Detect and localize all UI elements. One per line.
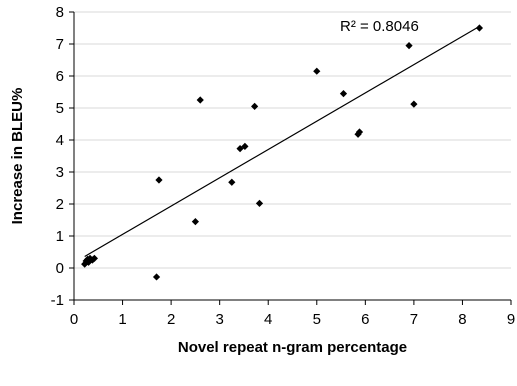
data-point — [241, 142, 249, 150]
data-point — [228, 178, 236, 186]
data-point — [405, 42, 413, 50]
data-point — [155, 176, 163, 184]
data-point — [339, 90, 348, 98]
y-tick-label: 4 — [56, 132, 64, 149]
trendline — [84, 25, 480, 257]
data-point — [84, 258, 93, 266]
y-tick-label: 8 — [56, 4, 64, 21]
y-tick-label: 6 — [56, 68, 64, 85]
data-point — [86, 254, 94, 262]
x-tick-label: 4 — [264, 311, 272, 328]
tick-labels: -1 0 1 2 3 4 5 6 7 8 0 1 2 3 4 5 6 7 8 9 — [51, 4, 516, 328]
y-axis-title: Increase in BLEU% — [9, 88, 26, 225]
data-point — [355, 128, 364, 136]
y-tick-label: 5 — [56, 100, 64, 117]
data-point — [313, 67, 321, 75]
x-tick-label: 6 — [361, 311, 369, 328]
x-tick-label: 1 — [118, 311, 126, 328]
y-tick-label: 0 — [56, 260, 64, 277]
x-tick-label: 0 — [70, 311, 78, 328]
data-point — [354, 130, 362, 138]
y-tick-label: 3 — [56, 164, 64, 181]
gridlines — [74, 11, 511, 301]
data-point — [191, 218, 199, 226]
trendline-group — [84, 25, 480, 257]
x-tick-label: 9 — [507, 311, 515, 328]
data-point — [475, 24, 484, 32]
data-point — [152, 273, 161, 281]
x-tick-label: 7 — [410, 311, 418, 328]
data-point — [196, 96, 204, 104]
x-tick-label: 8 — [458, 311, 466, 328]
data-point — [255, 199, 264, 207]
data-point — [410, 100, 418, 108]
data-points — [81, 24, 484, 281]
x-tick-label: 2 — [167, 311, 175, 328]
y-tick-label: 2 — [56, 196, 64, 213]
data-point — [81, 260, 89, 268]
x-axis-title: Novel repeat n-gram percentage — [178, 339, 407, 356]
r-squared-annotation: R² = 0.8046 — [340, 18, 419, 35]
axes — [69, 11, 512, 305]
data-point — [251, 102, 259, 110]
data-point — [90, 254, 98, 262]
x-tick-label: 3 — [215, 311, 223, 328]
y-tick-label: -1 — [51, 292, 64, 309]
y-tick-label: 7 — [56, 36, 64, 53]
x-tick-label: 5 — [313, 311, 321, 328]
y-tick-label: 1 — [56, 228, 64, 245]
